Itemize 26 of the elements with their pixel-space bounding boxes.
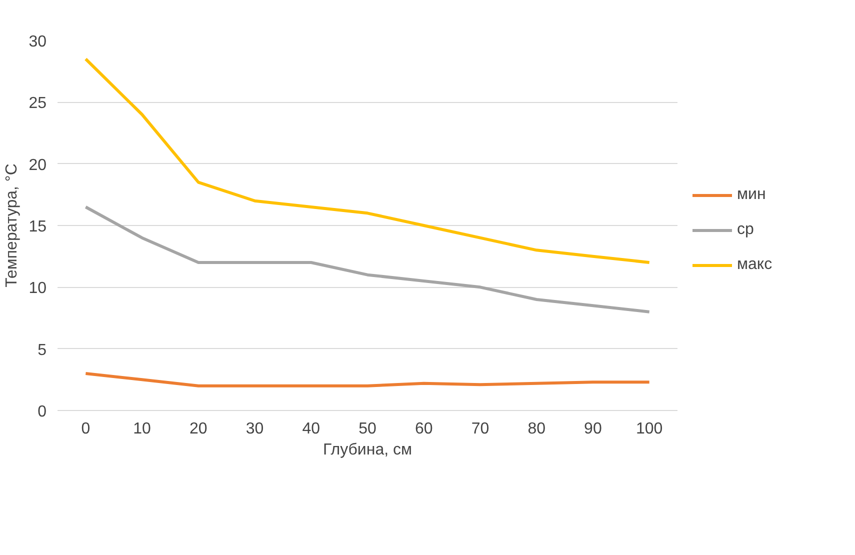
x-tick-label: 70 [471,420,490,438]
line-series [84,58,651,264]
line-series [84,372,651,388]
y-tick-label: 10 [28,280,47,298]
x-tick-label: 10 [133,420,152,438]
y-tick-label: 30 [28,34,47,50]
y-tick-label: 5 [38,342,47,359]
legend-label: мин [737,186,766,204]
x-tick-label: 80 [528,420,546,438]
x-tick-label: 90 [584,420,602,438]
x-tick-label: 100 [636,420,663,438]
y-axis-title: Температура, °C [4,164,21,288]
x-tick-label: 20 [190,420,208,438]
x-tick-label: 50 [358,420,376,438]
y-tick-label: 15 [28,218,47,236]
x-axis-title: Глубина, см [322,442,412,458]
y-tick-label: 0 [38,404,47,420]
legend-label: ср [737,220,755,238]
y-tick-label: 25 [28,95,47,112]
line-series [84,206,651,314]
x-tick-label: 40 [302,420,320,438]
x-tick-label: 0 [81,420,90,438]
x-tick-label: 30 [246,420,264,438]
legend-label: макс [737,256,772,274]
y-tick-label: 20 [28,156,47,174]
x-tick-label: 60 [414,420,433,438]
